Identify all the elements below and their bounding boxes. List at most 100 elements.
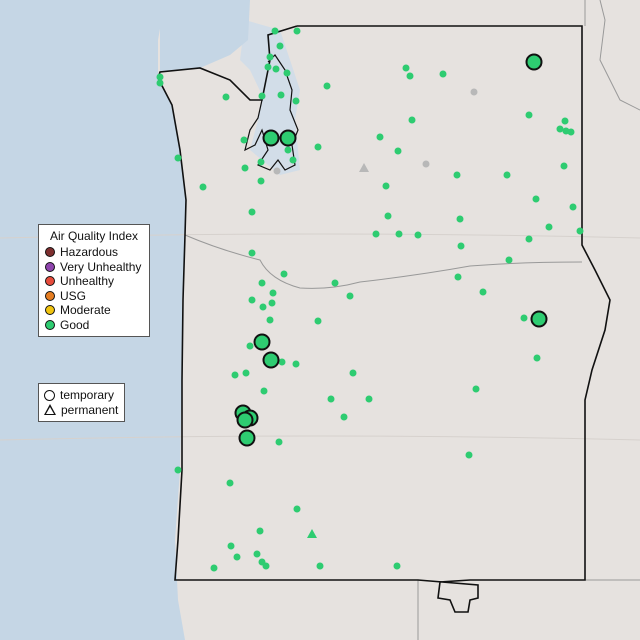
monitor-marker-inactive[interactable] xyxy=(422,160,430,168)
monitor-marker-good[interactable] xyxy=(156,79,164,87)
monitor-marker-good[interactable] xyxy=(257,177,265,185)
monitor-marker-good[interactable] xyxy=(240,136,248,144)
monitor-marker-good[interactable] xyxy=(533,354,541,362)
monitor-marker-good[interactable] xyxy=(472,385,480,393)
monitor-marker-good[interactable] xyxy=(349,369,357,377)
monitor-marker-good[interactable] xyxy=(408,116,416,124)
monitor-marker-good[interactable] xyxy=(292,97,300,105)
monitor-marker-good[interactable] xyxy=(293,27,301,35)
monitor-marker-good[interactable] xyxy=(394,147,402,155)
monitor-marker-good[interactable] xyxy=(248,208,256,216)
monitor-marker-good[interactable] xyxy=(520,314,528,322)
monitor-marker-good[interactable] xyxy=(222,93,230,101)
monitor-marker-good[interactable] xyxy=(505,256,513,264)
monitor-marker-good-large[interactable] xyxy=(253,333,271,351)
monitor-marker-good[interactable] xyxy=(248,249,256,257)
monitor-marker-good[interactable] xyxy=(268,299,276,307)
monitor-marker-good[interactable] xyxy=(465,451,473,459)
monitor-marker-good[interactable] xyxy=(479,288,487,296)
monitor-marker-good[interactable] xyxy=(376,133,384,141)
monitor-marker-good[interactable] xyxy=(276,42,284,50)
monitor-marker-good[interactable] xyxy=(414,231,422,239)
monitor-marker-good[interactable] xyxy=(258,92,266,100)
monitor-marker-good[interactable] xyxy=(331,279,339,287)
monitor-marker-good[interactable] xyxy=(525,235,533,243)
monitor-marker-good[interactable] xyxy=(226,479,234,487)
monitor-marker-good[interactable] xyxy=(569,203,577,211)
monitor-marker-good[interactable] xyxy=(395,230,403,238)
monitor-marker-good[interactable] xyxy=(231,371,239,379)
monitor-marker-good[interactable] xyxy=(406,72,414,80)
monitor-marker-good[interactable] xyxy=(269,289,277,297)
monitor-marker-good[interactable] xyxy=(576,227,584,235)
monitor-marker-good[interactable] xyxy=(277,91,285,99)
monitor-marker-good[interactable] xyxy=(271,27,279,35)
monitor-marker-good-large[interactable] xyxy=(238,429,256,447)
monitor-marker-good[interactable] xyxy=(283,69,291,77)
monitor-marker-good[interactable] xyxy=(454,273,462,281)
monitor-marker-good[interactable] xyxy=(156,73,164,81)
monitor-marker-good-large[interactable] xyxy=(262,129,280,147)
permanent-monitor-marker[interactable] xyxy=(359,163,369,172)
monitor-marker-inactive[interactable] xyxy=(273,167,281,175)
monitor-marker-good[interactable] xyxy=(453,171,461,179)
monitor-marker-good[interactable] xyxy=(346,292,354,300)
monitor-marker-good[interactable] xyxy=(259,303,267,311)
monitor-marker-good[interactable] xyxy=(365,395,373,403)
monitor-marker-good[interactable] xyxy=(314,317,322,325)
monitor-marker-good[interactable] xyxy=(382,182,390,190)
monitor-marker-good[interactable] xyxy=(256,527,264,535)
monitor-marker-good[interactable] xyxy=(567,128,575,136)
monitor-marker-good[interactable] xyxy=(199,183,207,191)
monitor-marker-good[interactable] xyxy=(439,70,447,78)
monitor-marker-good-large[interactable] xyxy=(236,411,254,429)
monitor-marker-good[interactable] xyxy=(264,63,272,71)
monitor-marker-good[interactable] xyxy=(258,279,266,287)
monitor-marker-good[interactable] xyxy=(275,438,283,446)
monitor-marker-good[interactable] xyxy=(327,395,335,403)
monitor-marker-good[interactable] xyxy=(323,82,331,90)
monitor-marker-good[interactable] xyxy=(532,195,540,203)
monitor-marker-good[interactable] xyxy=(210,564,218,572)
monitor-marker-good-large[interactable] xyxy=(262,351,280,369)
monitor-marker-good[interactable] xyxy=(246,342,254,350)
monitor-marker-good[interactable] xyxy=(545,223,553,231)
monitor-marker-good[interactable] xyxy=(457,242,465,250)
monitor-marker-inactive[interactable] xyxy=(470,88,478,96)
monitor-marker-good[interactable] xyxy=(293,505,301,513)
permanent-monitor-marker[interactable] xyxy=(307,529,317,538)
monitor-marker-good[interactable] xyxy=(561,117,569,125)
monitor-marker-good[interactable] xyxy=(174,154,182,162)
monitor-marker-good[interactable] xyxy=(456,215,464,223)
monitor-marker-good[interactable] xyxy=(384,212,392,220)
monitor-marker-good[interactable] xyxy=(372,230,380,238)
monitor-marker-good[interactable] xyxy=(292,360,300,368)
monitor-marker-good[interactable] xyxy=(316,562,324,570)
monitor-marker-good[interactable] xyxy=(260,387,268,395)
monitor-marker-good[interactable] xyxy=(262,562,270,570)
monitor-marker-good[interactable] xyxy=(525,111,533,119)
monitor-marker-good[interactable] xyxy=(560,162,568,170)
monitor-marker-good-large[interactable] xyxy=(279,129,297,147)
monitor-marker-good[interactable] xyxy=(266,316,274,324)
monitor-marker-good[interactable] xyxy=(266,53,274,61)
monitor-marker-good[interactable] xyxy=(174,466,182,474)
monitor-marker-good-large[interactable] xyxy=(525,53,543,71)
monitor-marker-good[interactable] xyxy=(278,358,286,366)
monitor-marker-good[interactable] xyxy=(314,143,322,151)
monitor-marker-good[interactable] xyxy=(280,270,288,278)
monitor-marker-good[interactable] xyxy=(393,562,401,570)
monitor-marker-good[interactable] xyxy=(242,369,250,377)
monitor-marker-good[interactable] xyxy=(233,553,241,561)
monitor-marker-good[interactable] xyxy=(503,171,511,179)
monitor-marker-good[interactable] xyxy=(284,146,292,154)
monitor-marker-good[interactable] xyxy=(289,156,297,164)
monitor-marker-good[interactable] xyxy=(257,158,265,166)
monitor-marker-good[interactable] xyxy=(340,413,348,421)
monitor-marker-good[interactable] xyxy=(556,125,564,133)
monitor-marker-good[interactable] xyxy=(402,64,410,72)
monitor-marker-good[interactable] xyxy=(241,164,249,172)
monitor-marker-good[interactable] xyxy=(227,542,235,550)
monitor-marker-good[interactable] xyxy=(248,296,256,304)
monitor-marker-good[interactable] xyxy=(272,65,280,73)
